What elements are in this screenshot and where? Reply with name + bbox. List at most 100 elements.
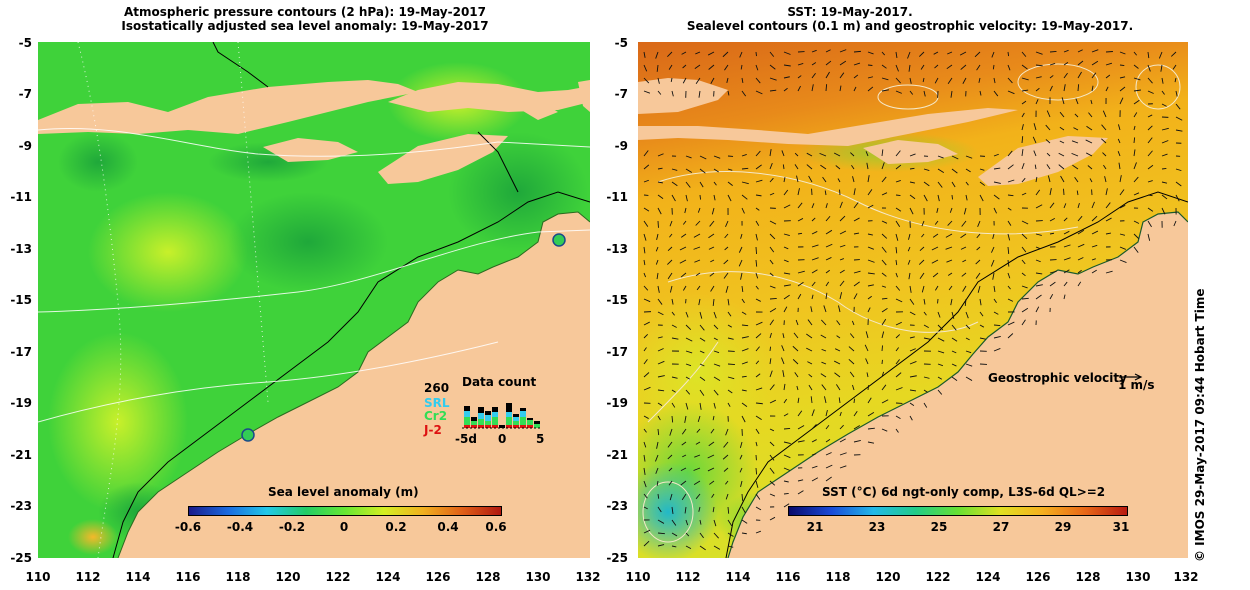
velocity-arrow — [1063, 281, 1068, 287]
velocity-arrow — [948, 285, 953, 291]
velocity-arrow — [1059, 140, 1065, 144]
velocity-arrow — [1063, 269, 1070, 274]
velocity-arrow — [1049, 51, 1057, 53]
velocity-arrow — [769, 467, 775, 474]
velocity-arrow — [1161, 153, 1168, 157]
left-xtick: 112 — [75, 570, 101, 584]
velocity-arrow — [881, 345, 883, 352]
velocity-arrow — [811, 477, 819, 482]
velocity-arrow — [657, 311, 664, 316]
velocity-arrow — [895, 150, 901, 157]
velocity-arrow — [965, 194, 968, 201]
velocity-arrow — [851, 320, 855, 326]
velocity-arrow — [723, 441, 729, 448]
velocity-arrow — [1175, 168, 1182, 172]
velocity-arrow — [1119, 97, 1124, 105]
velocity-arrow — [1073, 127, 1079, 131]
data-count-bar-segment — [492, 407, 498, 412]
data-count-bar-segment — [492, 417, 498, 425]
velocity-arrow — [825, 476, 832, 482]
velocity-arrow — [656, 441, 659, 449]
velocity-arrow — [934, 220, 939, 225]
velocity-arrow — [951, 337, 958, 342]
velocity-arrow — [671, 545, 677, 548]
velocity-arrow — [669, 233, 673, 238]
velocity-arrow — [979, 181, 986, 186]
velocity-arrow — [951, 324, 957, 331]
velocity-arrow — [960, 233, 967, 239]
velocity-arrow — [685, 376, 690, 380]
velocity-arrow — [667, 441, 673, 448]
velocity-arrow — [1007, 246, 1010, 255]
velocity-arrow — [895, 90, 902, 94]
velocity-arrow — [867, 427, 875, 430]
velocity-arrow — [965, 324, 971, 330]
data-count-label-j2: J-2 — [424, 423, 442, 437]
right-xtick: 126 — [1025, 570, 1051, 584]
velocity-arrow — [852, 176, 855, 183]
velocity-arrow — [724, 246, 729, 251]
velocity-arrow — [1119, 175, 1122, 183]
velocity-arrow — [643, 64, 648, 72]
velocity-arrow — [783, 204, 791, 209]
velocity-arrow — [755, 246, 757, 255]
velocity-arrow — [945, 246, 953, 250]
velocity-arrow — [806, 164, 813, 170]
velocity-arrow — [699, 402, 702, 410]
velocity-arrow — [769, 441, 775, 447]
velocity-arrow — [685, 532, 690, 537]
velocity-arrow — [699, 389, 705, 396]
velocity-arrow — [820, 334, 827, 339]
velocity-arrow — [797, 85, 801, 92]
velocity-arrow — [699, 532, 704, 539]
velocity-arrow — [1021, 112, 1025, 118]
velocity-arrow — [657, 348, 664, 352]
right-ytick: -21 — [606, 448, 628, 462]
velocity-arrow — [1091, 269, 1097, 274]
velocity-arrow — [867, 175, 870, 183]
data-count-bar-segment — [478, 407, 484, 413]
velocity-arrow — [755, 207, 760, 211]
velocity-arrow — [849, 371, 855, 378]
velocity-arrow — [895, 220, 901, 227]
velocity-arrow — [643, 259, 646, 266]
velocity-arrow — [1086, 125, 1093, 131]
velocity-arrow — [740, 272, 743, 280]
velocity-arrow — [923, 311, 927, 316]
velocity-arrow — [769, 454, 775, 461]
velocity-arrow — [708, 441, 715, 447]
velocity-arrow — [895, 285, 901, 291]
velocity-arrow — [695, 77, 701, 85]
velocity-arrow — [713, 181, 717, 186]
velocity-arrow — [839, 244, 846, 248]
velocity-arrow — [1021, 297, 1029, 300]
velocity-arrow — [713, 402, 716, 409]
velocity-arrow — [806, 333, 813, 339]
velocity-arrow — [657, 415, 661, 421]
velocity-arrow — [727, 298, 730, 306]
velocity-arrow — [738, 259, 743, 267]
velocity-arrow — [755, 259, 758, 267]
velocity-arrow — [1007, 298, 1014, 302]
right-xtick: 120 — [875, 570, 901, 584]
velocity-arrow — [833, 152, 841, 157]
velocity-arrow — [1007, 64, 1011, 71]
velocity-arrow — [1077, 281, 1082, 287]
velocity-arrow — [685, 402, 689, 410]
velocity-arrow — [724, 233, 729, 239]
velocity-arrow — [909, 298, 915, 305]
velocity-arrow — [755, 272, 759, 279]
velocity-arrow — [1049, 188, 1052, 196]
velocity-arrow — [682, 285, 687, 291]
velocity-arrow — [864, 344, 869, 352]
velocity-arrow — [783, 272, 791, 275]
velocity-arrow — [783, 233, 790, 236]
velocity-arrow — [643, 480, 647, 488]
right-xtick: 114 — [725, 570, 751, 584]
velocity-arrow — [643, 298, 651, 303]
velocity-arrow — [713, 311, 717, 319]
velocity-arrow — [797, 270, 805, 274]
velocity-arrow — [698, 298, 701, 306]
velocity-arrow — [713, 532, 719, 539]
velocity-arrow — [657, 90, 662, 95]
